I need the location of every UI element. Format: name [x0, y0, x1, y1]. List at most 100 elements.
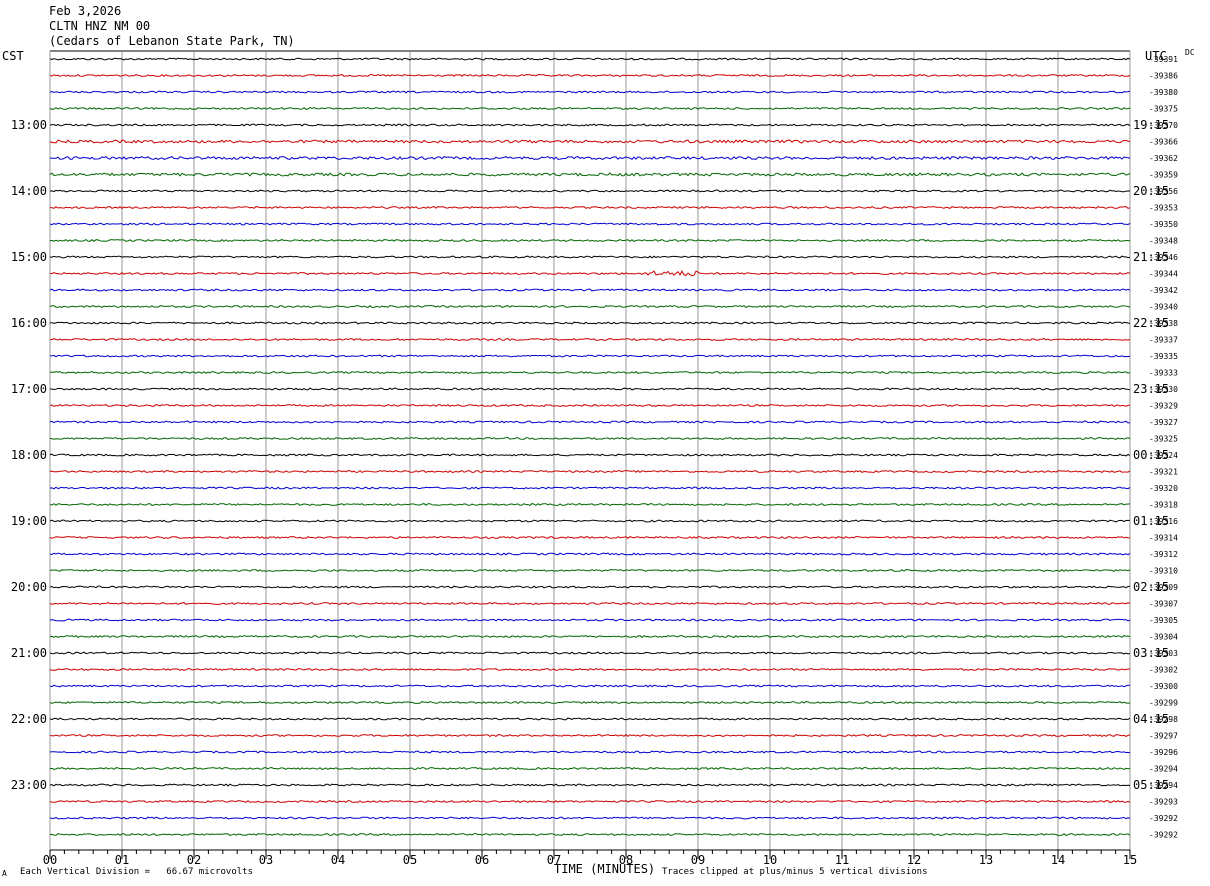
dc-offset-label: -39375	[1149, 105, 1178, 114]
trace-row	[49, 337, 1131, 342]
station-location: (Cedars of Lebanon State Park, TN)	[49, 34, 295, 48]
x-tick-label: 01	[115, 853, 129, 867]
x-tick-label: 12	[907, 853, 921, 867]
trace-row	[49, 535, 1131, 540]
x-tick-label: 03	[259, 853, 273, 867]
dc-offset-label: -39325	[1149, 435, 1178, 444]
right-timezone-label: UTC	[1145, 49, 1167, 63]
dc-offset-label: -39348	[1149, 237, 1178, 246]
x-tick-label: 15	[1123, 853, 1137, 867]
dc-label: DC	[1185, 48, 1195, 57]
dc-offset-label: -39310	[1149, 567, 1178, 576]
trace-row	[49, 420, 1131, 424]
dc-offset-label: -39362	[1149, 154, 1178, 163]
left-hour-label: 16:00	[11, 316, 47, 330]
trace-row	[49, 90, 1131, 94]
trace-row	[49, 139, 1131, 144]
trace-row	[49, 255, 1131, 259]
dc-offset-label: -39292	[1149, 831, 1178, 840]
trace-row	[49, 601, 1131, 605]
trace-row	[49, 436, 1131, 441]
trace-row	[49, 717, 1131, 721]
dc-offset-label: -39359	[1149, 171, 1178, 180]
trace-row	[49, 370, 1131, 375]
left-hour-label: 18:00	[11, 448, 47, 462]
x-tick-label: 14	[1051, 853, 1065, 867]
dc-offset-label: -39340	[1149, 303, 1178, 312]
left-timezone-label: CST	[2, 49, 24, 63]
trace-row	[49, 502, 1131, 507]
right-hour-label: 21:15	[1133, 250, 1169, 264]
trace-row	[49, 783, 1131, 787]
trace-row	[49, 585, 1131, 589]
dc-offset-label: -39305	[1149, 616, 1178, 625]
clip-note: Traces clipped at plus/minus 5 vertical …	[662, 867, 928, 877]
dc-offset-label: -39321	[1149, 468, 1178, 477]
trace-row	[49, 634, 1131, 638]
x-tick-label: 11	[835, 853, 849, 867]
dc-offset-label: -39366	[1149, 138, 1178, 147]
x-tick-label: 07	[547, 853, 561, 867]
x-tick-label: 02	[187, 853, 201, 867]
dc-offset-label: -39324	[1149, 451, 1178, 460]
trace-row	[50, 387, 1131, 391]
dc-offset-label: -39380	[1149, 88, 1178, 97]
right-hour-label: 19:15	[1133, 118, 1169, 132]
right-hour-label: 00:15	[1133, 448, 1169, 462]
trace-row	[49, 700, 1131, 705]
dc-offset-label: -39346	[1149, 253, 1178, 262]
seismic-traces	[49, 57, 1131, 837]
dc-offset-label: -39318	[1149, 501, 1178, 510]
trace-row	[49, 106, 1131, 111]
right-hour-label: 22:15	[1133, 316, 1169, 330]
dc-offset-label: -39298	[1149, 715, 1178, 724]
trace-row	[49, 288, 1131, 292]
right-hour-label: 23:15	[1133, 382, 1169, 396]
dc-offset-label: -39333	[1149, 369, 1178, 378]
dc-offset-label: -39330	[1149, 385, 1178, 394]
trace-row	[49, 799, 1131, 804]
left-hour-label: 20:00	[11, 580, 47, 594]
right-hour-label: 04:15	[1133, 712, 1169, 726]
trace-row	[50, 238, 1131, 243]
dc-offset-label: -39338	[1149, 319, 1178, 328]
dc-offset-label: -39386	[1149, 72, 1178, 81]
dc-offset-label: -39327	[1149, 418, 1178, 427]
trace-row	[49, 222, 1131, 226]
dc-offset-label: -39312	[1149, 550, 1178, 559]
dc-offset-label: -39353	[1149, 204, 1178, 213]
left-hour-label: 22:00	[11, 712, 47, 726]
dc-offset-label: -39329	[1149, 402, 1178, 411]
dc-offset-label: -39356	[1149, 187, 1178, 196]
trace-row	[49, 469, 1131, 474]
row-labels: -39391 -39386 -39380 -39375 -39370 -39366 -393…	[11, 55, 1178, 840]
trace-row	[49, 733, 1131, 738]
dc-offset-label: -39294	[1149, 781, 1178, 790]
trace-row	[49, 486, 1131, 490]
trace-row	[49, 832, 1131, 837]
dc-offset-label: -39297	[1149, 732, 1178, 741]
trace-row	[49, 766, 1131, 771]
trace-row	[49, 816, 1131, 820]
trace-row	[49, 568, 1131, 573]
x-tick-label: 05	[403, 853, 417, 867]
dc-offset-label: -39296	[1149, 748, 1178, 757]
left-hour-label: 14:00	[11, 184, 47, 198]
trace-row	[49, 205, 1131, 210]
x-tick-label: 08	[619, 853, 633, 867]
trace-row	[49, 750, 1131, 754]
minute-gridlines	[49, 50, 1131, 850]
trace-row	[49, 354, 1131, 358]
right-hour-label: 02:15	[1133, 580, 1169, 594]
trace-row	[49, 684, 1130, 688]
right-hour-label: 05:15	[1133, 778, 1169, 792]
left-hour-label: 23:00	[11, 778, 47, 792]
trace-row	[49, 189, 1131, 193]
corner-mark: A	[2, 869, 7, 878]
x-tick-label: 04	[331, 853, 345, 867]
x-tick-label: 06	[475, 853, 489, 867]
dc-offset-label: -39293	[1149, 798, 1178, 807]
right-hour-label: 03:15	[1133, 646, 1169, 660]
x-axis-title: TIME (MINUTES)	[554, 862, 656, 876]
